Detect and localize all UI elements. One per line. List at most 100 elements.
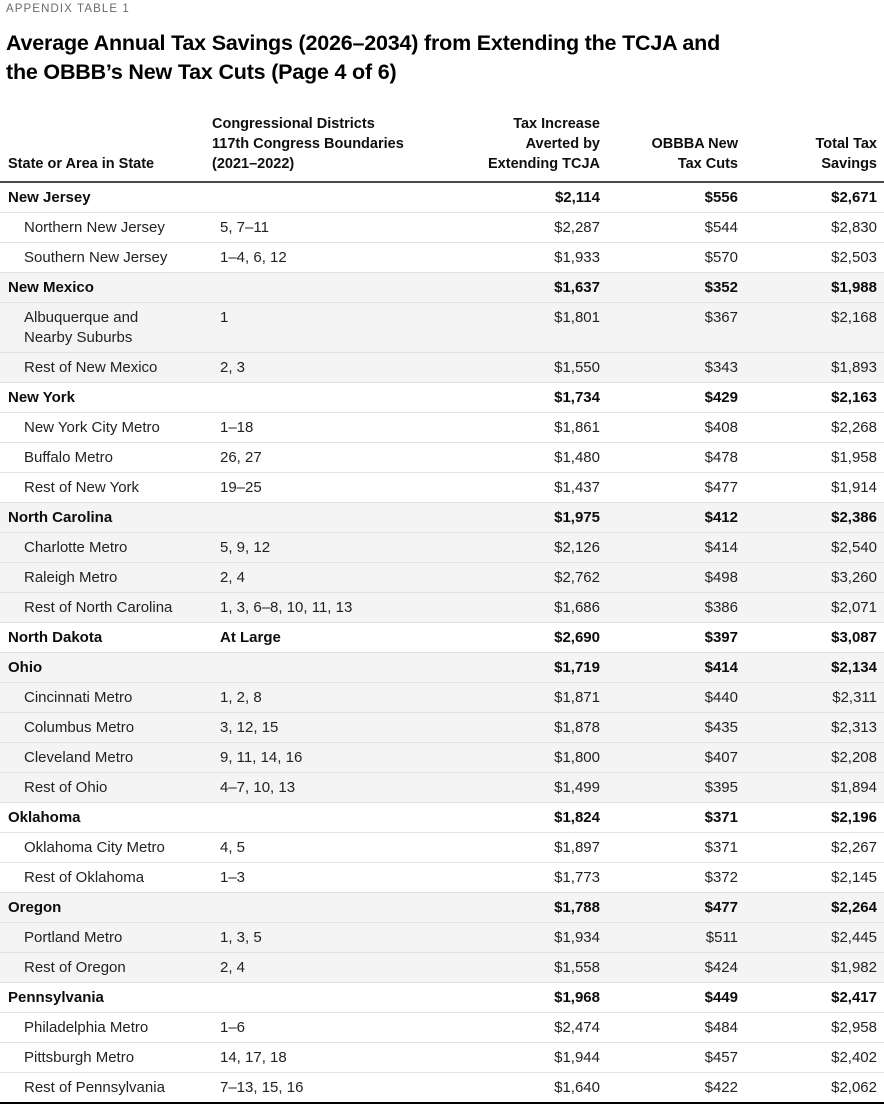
total-value-cell: $2,540 <box>738 532 884 563</box>
obbba-value-cell: $556 <box>600 182 738 213</box>
table-body: New Jersey $2,114 $556 $2,671 Northern New J… <box>0 182 884 1104</box>
area-row: Southern New Jersey 1–4, 6, 12 $1,933 $570 $… <box>0 242 884 273</box>
total-value-cell: $1,982 <box>738 952 884 983</box>
area-row: Columbus Metro 3, 12, 15 $1,878 $435 $2,313 <box>0 712 884 743</box>
tcja-value-cell: $1,871 <box>382 682 600 713</box>
tcja-value-cell: $1,933 <box>382 242 600 273</box>
tcja-value-cell: $1,788 <box>382 892 600 923</box>
tcja-value-cell: $1,637 <box>382 272 600 303</box>
table-header: State or Area in State Congressional Dis… <box>0 114 884 183</box>
area-cell: Ohio <box>0 652 212 683</box>
tcja-value-cell: $1,861 <box>382 412 600 443</box>
area-cell: Rest of Oregon <box>0 952 212 983</box>
districts-cell <box>212 382 382 413</box>
obbba-value-cell: $408 <box>600 412 738 443</box>
obbba-value-cell: $544 <box>600 212 738 243</box>
total-value-cell: $2,134 <box>738 652 884 683</box>
total-value-cell: $2,196 <box>738 802 884 833</box>
districts-cell: 19–25 <box>212 472 382 503</box>
obbba-value-cell: $511 <box>600 922 738 953</box>
area-cell: Oklahoma <box>0 802 212 833</box>
districts-cell: 1 <box>212 302 382 353</box>
area-cell: Rest of New York <box>0 472 212 503</box>
obbba-value-cell: $386 <box>600 592 738 623</box>
districts-cell: 14, 17, 18 <box>212 1042 382 1073</box>
area-row: Northern New Jersey 5, 7–11 $2,287 $544 $2,8… <box>0 212 884 243</box>
tcja-value-cell: $2,287 <box>382 212 600 243</box>
area-cell: North Dakota <box>0 622 212 653</box>
total-value-cell: $2,264 <box>738 892 884 923</box>
tcja-value-cell: $1,719 <box>382 652 600 683</box>
tcja-value-cell: $1,800 <box>382 742 600 773</box>
total-value-cell: $2,417 <box>738 982 884 1013</box>
total-value-cell: $2,402 <box>738 1042 884 1073</box>
area-cell: North Carolina <box>0 502 212 533</box>
table-eyebrow: APPENDIX TABLE 1 <box>6 3 130 15</box>
state-row: North Dakota At Large $2,690 $397 $3,087 <box>0 622 884 653</box>
area-cell: Philadelphia Metro <box>0 1012 212 1043</box>
total-value-cell: $1,893 <box>738 352 884 383</box>
tcja-value-cell: $1,824 <box>382 802 600 833</box>
area-cell: Rest of New Mexico <box>0 352 212 383</box>
districts-cell: 2, 4 <box>212 952 382 983</box>
tcja-value-cell: $1,480 <box>382 442 600 473</box>
area-row: Pittsburgh Metro 14, 17, 18 $1,944 $457 $2,4… <box>0 1042 884 1073</box>
districts-cell <box>212 982 382 1013</box>
total-value-cell: $1,914 <box>738 472 884 503</box>
districts-cell: At Large <box>212 622 382 653</box>
obbba-value-cell: $570 <box>600 242 738 273</box>
districts-cell: 5, 7–11 <box>212 212 382 243</box>
area-cell: Columbus Metro <box>0 712 212 743</box>
total-value-cell: $2,267 <box>738 832 884 863</box>
area-cell: Rest of Oklahoma <box>0 862 212 893</box>
total-value-cell: $2,830 <box>738 212 884 243</box>
total-value-cell: $1,958 <box>738 442 884 473</box>
total-value-cell: $2,208 <box>738 742 884 773</box>
tcja-value-cell: $1,878 <box>382 712 600 743</box>
total-value-cell: $2,503 <box>738 242 884 273</box>
districts-cell: 1, 3, 5 <box>212 922 382 953</box>
obbba-value-cell: $412 <box>600 502 738 533</box>
column-header-tcja: Tax Increase Averted by Extending TCJA <box>382 114 600 183</box>
area-row: Cincinnati Metro 1, 2, 8 $1,871 $440 $2,311 <box>0 682 884 713</box>
total-value-cell: $2,168 <box>738 302 884 353</box>
column-header-obbba: OBBBA New Tax Cuts <box>600 114 738 183</box>
tcja-value-cell: $1,897 <box>382 832 600 863</box>
districts-cell <box>212 182 382 213</box>
tcja-value-cell: $2,126 <box>382 532 600 563</box>
districts-cell: 9, 11, 14, 16 <box>212 742 382 773</box>
total-value-cell: $2,958 <box>738 1012 884 1043</box>
districts-cell: 1–6 <box>212 1012 382 1043</box>
districts-cell <box>212 502 382 533</box>
tcja-value-cell: $1,934 <box>382 922 600 953</box>
obbba-value-cell: $407 <box>600 742 738 773</box>
state-row: North Carolina $1,975 $412 $2,386 <box>0 502 884 533</box>
column-header-state: State or Area in State <box>0 114 212 183</box>
area-cell: Charlotte Metro <box>0 532 212 563</box>
obbba-value-cell: $429 <box>600 382 738 413</box>
area-cell: Cincinnati Metro <box>0 682 212 713</box>
state-row: New Jersey $2,114 $556 $2,671 <box>0 182 884 213</box>
total-value-cell: $2,445 <box>738 922 884 953</box>
area-row: Rest of Oregon 2, 4 $1,558 $424 $1,982 <box>0 952 884 983</box>
obbba-value-cell: $498 <box>600 562 738 593</box>
tcja-value-cell: $2,114 <box>382 182 600 213</box>
area-cell: Rest of Pennsylvania <box>0 1072 212 1104</box>
tax-savings-table: State or Area in State Congressional Dis… <box>0 114 884 1104</box>
total-value-cell: $2,311 <box>738 682 884 713</box>
area-row: Oklahoma City Metro 4, 5 $1,897 $371 $2,267 <box>0 832 884 863</box>
obbba-value-cell: $371 <box>600 802 738 833</box>
tcja-value-cell: $1,975 <box>382 502 600 533</box>
area-cell: New Mexico <box>0 272 212 303</box>
column-header-total: Total Tax Savings <box>738 114 884 183</box>
tcja-value-cell: $1,944 <box>382 1042 600 1073</box>
area-cell: Raleigh Metro <box>0 562 212 593</box>
total-value-cell: $2,071 <box>738 592 884 623</box>
page-title: Average Annual Tax Savings (2026–2034) f… <box>6 31 721 84</box>
districts-cell <box>212 272 382 303</box>
area-cell: New York City Metro <box>0 412 212 443</box>
area-row: Buffalo Metro 26, 27 $1,480 $478 $1,958 <box>0 442 884 473</box>
total-value-cell: $2,671 <box>738 182 884 213</box>
tcja-value-cell: $1,773 <box>382 862 600 893</box>
